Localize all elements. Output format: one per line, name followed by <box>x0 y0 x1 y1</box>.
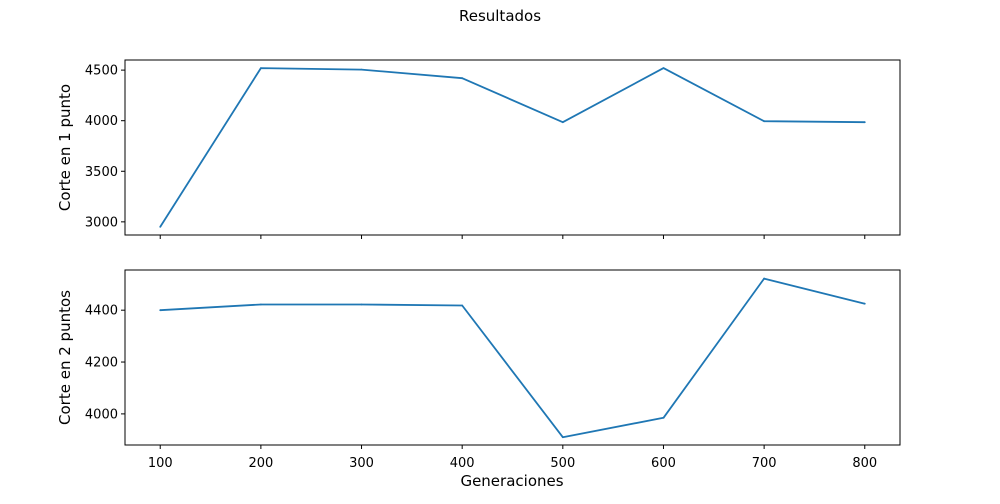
panel-2-series-line-0 <box>160 277 866 439</box>
panel-2-xtick-label-1: 200 <box>248 456 273 471</box>
panel-2-xtick-label-7: 800 <box>852 456 877 471</box>
panel-2-data-point-1 <box>259 303 262 306</box>
panel-2: 4000 4200 4400 100 200 300 400 500 600 700 800 Cort… <box>56 269 901 471</box>
panel-2-data-point-3 <box>461 304 464 307</box>
panel-2-ytick-label-2: 4400 <box>85 304 118 319</box>
panel-2-data-point-5 <box>662 416 665 419</box>
panel-1-ytick-label-0: 3000 <box>85 215 118 230</box>
panel-1-data-point-3 <box>461 77 464 80</box>
x-axis-label: Generaciones <box>460 472 563 490</box>
panel-1-ytick-label-1: 3500 <box>85 165 118 180</box>
panel-2-xtick-label-4: 500 <box>550 456 575 471</box>
panel-2-xtick-label-0: 100 <box>148 456 173 471</box>
panel-2-data-point-7 <box>863 302 866 305</box>
panel-2-ytick-label-0: 4000 <box>85 407 118 422</box>
panel-1-data-point-4 <box>561 121 564 124</box>
panel-1-data-point-0 <box>159 226 162 228</box>
panel-1-ytick-label-3: 4500 <box>85 64 118 79</box>
panel-2-xtick-label-6: 700 <box>752 456 777 471</box>
panel-2-data-point-2 <box>360 303 363 306</box>
panel-2-ytick-label-1: 4200 <box>85 356 118 371</box>
panel-1: 3000 3500 4000 4500 Corte en 1 punto <box>56 59 901 239</box>
panel-2-ylabel: Corte en 2 puntos <box>56 290 74 425</box>
panel-1-frame <box>124 59 901 236</box>
panel-1-data-point-7 <box>863 121 866 124</box>
panel-2-xtick-label-5: 600 <box>651 456 676 471</box>
panel-2-data-point-4 <box>561 436 564 439</box>
panel-1-ytick-label-2: 4000 <box>85 114 118 129</box>
panel-1-data-point-6 <box>763 120 766 123</box>
panel-2-xtick-label-3: 400 <box>450 456 475 471</box>
panel-2-data-point-6 <box>763 277 766 280</box>
panel-2-data-point-0 <box>159 309 162 312</box>
panel-1-data-point-1 <box>259 67 262 69</box>
panel-1-data-point-5 <box>662 67 665 69</box>
panel-1-data-point-2 <box>360 68 363 71</box>
panel-2-frame <box>124 269 901 446</box>
panel-1-ylabel: Corte en 1 punto <box>56 84 74 211</box>
panel-2-xtick-label-2: 300 <box>349 456 374 471</box>
figure-title: Resultados <box>459 7 541 25</box>
panel-1-series-line-0 <box>159 67 865 228</box>
